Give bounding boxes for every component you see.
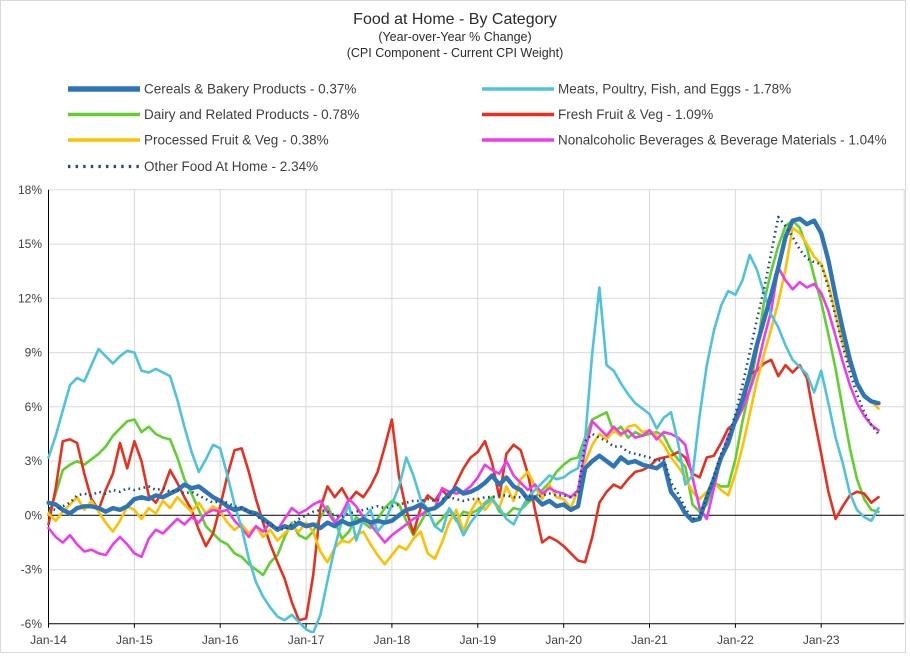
x-tick-label-Jan-22: Jan-22 <box>717 633 754 647</box>
series-line-cereals <box>46 216 881 532</box>
chart-subtitle-2: (CPI Component - Current CPI Weight) <box>347 46 564 60</box>
y-tick-label-15: 15% <box>18 237 42 251</box>
legend-label-processed: Processed Fruit & Veg - 0.38% <box>144 133 329 148</box>
series-line-processed <box>47 226 880 566</box>
y-tick-label-3: 3% <box>25 454 43 468</box>
legend-item-processed[interactable]: Processed Fruit & Veg - 0.38% <box>68 133 329 148</box>
chart-legend: Cereals & Bakery Products - 0.37% Dairy a… <box>68 82 887 174</box>
legend-item-meats[interactable]: Meats, Poultry, Fish, and Eggs - 1.78% <box>482 82 791 97</box>
legend-item-cereals[interactable]: Cereals & Bakery Products - 0.37% <box>68 82 356 97</box>
legend-item-other[interactable]: Other Food At Home - 2.34% <box>68 159 318 174</box>
series-line-other <box>48 215 880 532</box>
axis-tick-labels: 18% 15% 12% 9% 6% 3% 0% -3% -6% Jan-14 Jan-15 Jan-1… <box>18 183 840 647</box>
y-tick-label-12: 12% <box>18 291 42 305</box>
legend-label-other: Other Food At Home - 2.34% <box>144 159 318 174</box>
x-tick-label-Jan-19: Jan-19 <box>459 633 496 647</box>
y-tick-label-18: 18% <box>18 183 42 197</box>
plot-gridlines <box>48 189 905 624</box>
x-tick-label-Jan-14: Jan-14 <box>30 633 67 647</box>
y-tick-label--3: -3% <box>21 563 43 577</box>
y-tick-label--6: -6% <box>21 617 43 631</box>
legend-item-dairy[interactable]: Dairy and Related Products - 0.78% <box>68 107 359 122</box>
chart-title: Food at Home - By Category <box>353 11 557 28</box>
legend-label-meats: Meats, Poultry, Fish, and Eggs - 1.78% <box>558 82 791 97</box>
x-tick-label-Jan-18: Jan-18 <box>374 633 411 647</box>
y-tick-label-0: 0% <box>25 508 43 522</box>
x-tick-label-Jan-17: Jan-17 <box>288 633 325 647</box>
legend-label-fresh: Fresh Fruit & Veg - 1.09% <box>558 107 713 122</box>
legend-label-dairy: Dairy and Related Products - 0.78% <box>144 107 359 122</box>
x-tick-label-Jan-20: Jan-20 <box>545 633 582 647</box>
x-tick-label-Jan-15: Jan-15 <box>116 633 153 647</box>
plot-series <box>46 215 881 634</box>
legend-item-fresh[interactable]: Fresh Fruit & Veg - 1.09% <box>482 107 713 122</box>
x-tick-label-Jan-21: Jan-21 <box>631 633 668 647</box>
legend-item-nonalcoholic[interactable]: Nonalcoholic Beverages & Beverage Materi… <box>482 133 887 148</box>
series-line-meats <box>47 253 880 634</box>
legend-label-cereals: Cereals & Bakery Products - 0.37% <box>144 82 356 97</box>
legend-label-nonalcoholic: Nonalcoholic Beverages & Beverage Materi… <box>558 133 887 148</box>
x-tick-label-Jan-23: Jan-23 <box>803 633 840 647</box>
y-tick-label-9: 9% <box>25 346 43 360</box>
chart-subtitle-1: (Year-over-Year % Change) <box>378 30 531 44</box>
y-tick-label-6: 6% <box>25 400 43 414</box>
x-tick-label-Jan-16: Jan-16 <box>202 633 239 647</box>
